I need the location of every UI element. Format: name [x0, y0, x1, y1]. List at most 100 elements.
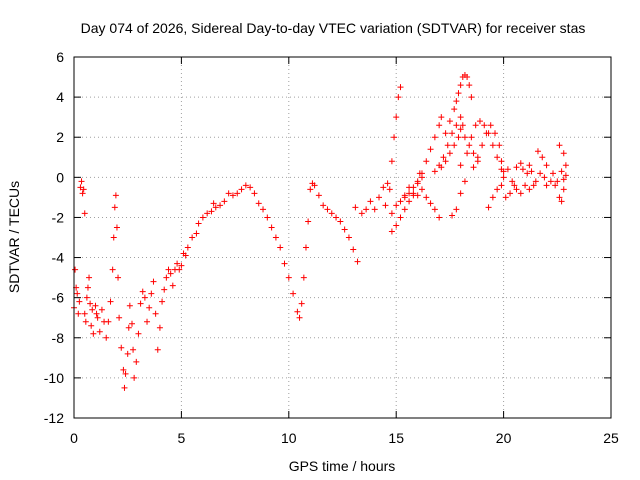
data-point — [277, 244, 284, 251]
data-point — [427, 200, 434, 207]
data-point — [384, 180, 391, 187]
data-point — [116, 314, 123, 321]
data-point — [128, 320, 135, 327]
x-tick-label: 25 — [603, 430, 619, 446]
data-point — [444, 142, 451, 149]
data-point — [320, 202, 327, 209]
data-point — [431, 168, 438, 175]
data-point — [401, 194, 408, 201]
data-point — [461, 178, 468, 185]
data-point — [126, 302, 133, 309]
data-point — [350, 246, 357, 253]
data-point — [457, 126, 464, 133]
data-point — [131, 374, 138, 381]
data-point — [150, 278, 157, 285]
data-point — [176, 266, 183, 273]
y-tick-label: -4 — [52, 250, 65, 266]
data-point — [397, 214, 404, 221]
data-point — [397, 84, 404, 91]
x-tick-label: 5 — [178, 430, 186, 446]
data-point — [260, 206, 267, 213]
y-tick-label: -10 — [44, 370, 64, 386]
data-point — [290, 290, 297, 297]
data-point — [414, 180, 421, 187]
data-point — [352, 204, 359, 211]
data-point — [500, 168, 507, 175]
data-point — [208, 208, 215, 215]
data-point — [481, 122, 488, 129]
data-point — [93, 310, 100, 317]
data-point — [210, 200, 217, 207]
data-point — [388, 158, 395, 165]
data-point — [464, 74, 471, 81]
data-point — [204, 210, 211, 217]
data-point — [526, 186, 533, 193]
data-point — [517, 190, 524, 197]
y-tick-label: -12 — [44, 410, 64, 426]
data-point — [86, 274, 93, 281]
data-point — [431, 134, 438, 141]
data-point — [406, 198, 413, 205]
data-point — [229, 192, 236, 199]
data-point — [440, 154, 447, 161]
data-point — [92, 302, 99, 309]
data-point — [492, 130, 499, 137]
data-point — [272, 234, 279, 241]
data-point — [438, 164, 445, 171]
data-point — [507, 190, 514, 197]
data-point — [487, 122, 494, 129]
data-point — [121, 384, 128, 391]
y-axis-title: SDTVAR / TECUs — [6, 181, 22, 293]
data-point — [89, 306, 96, 313]
data-point — [388, 228, 395, 235]
data-point — [341, 226, 348, 233]
data-point — [281, 260, 288, 267]
data-point — [457, 162, 464, 169]
data-point — [159, 298, 166, 305]
y-tick-label: 4 — [56, 89, 64, 105]
data-point — [234, 190, 241, 197]
axis-ticks: 0 5 10 15 20 25 -12 -10 -8 -6 -4 -2 0 2 4 6 — [44, 49, 619, 446]
data-point — [449, 130, 456, 137]
data-point — [558, 168, 565, 175]
data-point — [199, 214, 206, 221]
data-point — [305, 218, 312, 225]
data-point — [451, 142, 458, 149]
data-point — [393, 114, 400, 121]
data-point — [438, 114, 445, 121]
data-point — [489, 194, 496, 201]
data-point — [449, 212, 456, 219]
data-point — [513, 164, 520, 171]
data-point — [410, 184, 417, 191]
data-point — [509, 178, 516, 185]
data-point — [152, 310, 159, 317]
data-point — [418, 170, 425, 177]
data-point — [423, 158, 430, 165]
x-tick-label: 15 — [388, 430, 404, 446]
data-point — [524, 170, 531, 177]
x-tick-label: 10 — [281, 430, 297, 446]
data-point — [470, 150, 477, 157]
data-point — [476, 118, 483, 125]
data-point — [146, 304, 153, 311]
data-point — [217, 202, 224, 209]
data-point — [498, 158, 505, 165]
data-point — [133, 358, 140, 365]
data-point — [406, 190, 413, 197]
data-point — [268, 224, 275, 231]
data-point — [446, 118, 453, 125]
data-point — [81, 210, 88, 217]
data-point — [457, 82, 464, 89]
data-point — [556, 194, 563, 201]
data-point — [88, 322, 95, 329]
data-point — [562, 172, 569, 179]
data-point — [517, 160, 524, 167]
data-point — [376, 194, 383, 201]
data-point — [386, 186, 393, 193]
data-point — [83, 294, 90, 301]
data-point — [285, 274, 292, 281]
data-point — [105, 318, 112, 325]
data-point — [547, 178, 554, 185]
data-point — [502, 194, 509, 201]
data-point — [560, 150, 567, 157]
